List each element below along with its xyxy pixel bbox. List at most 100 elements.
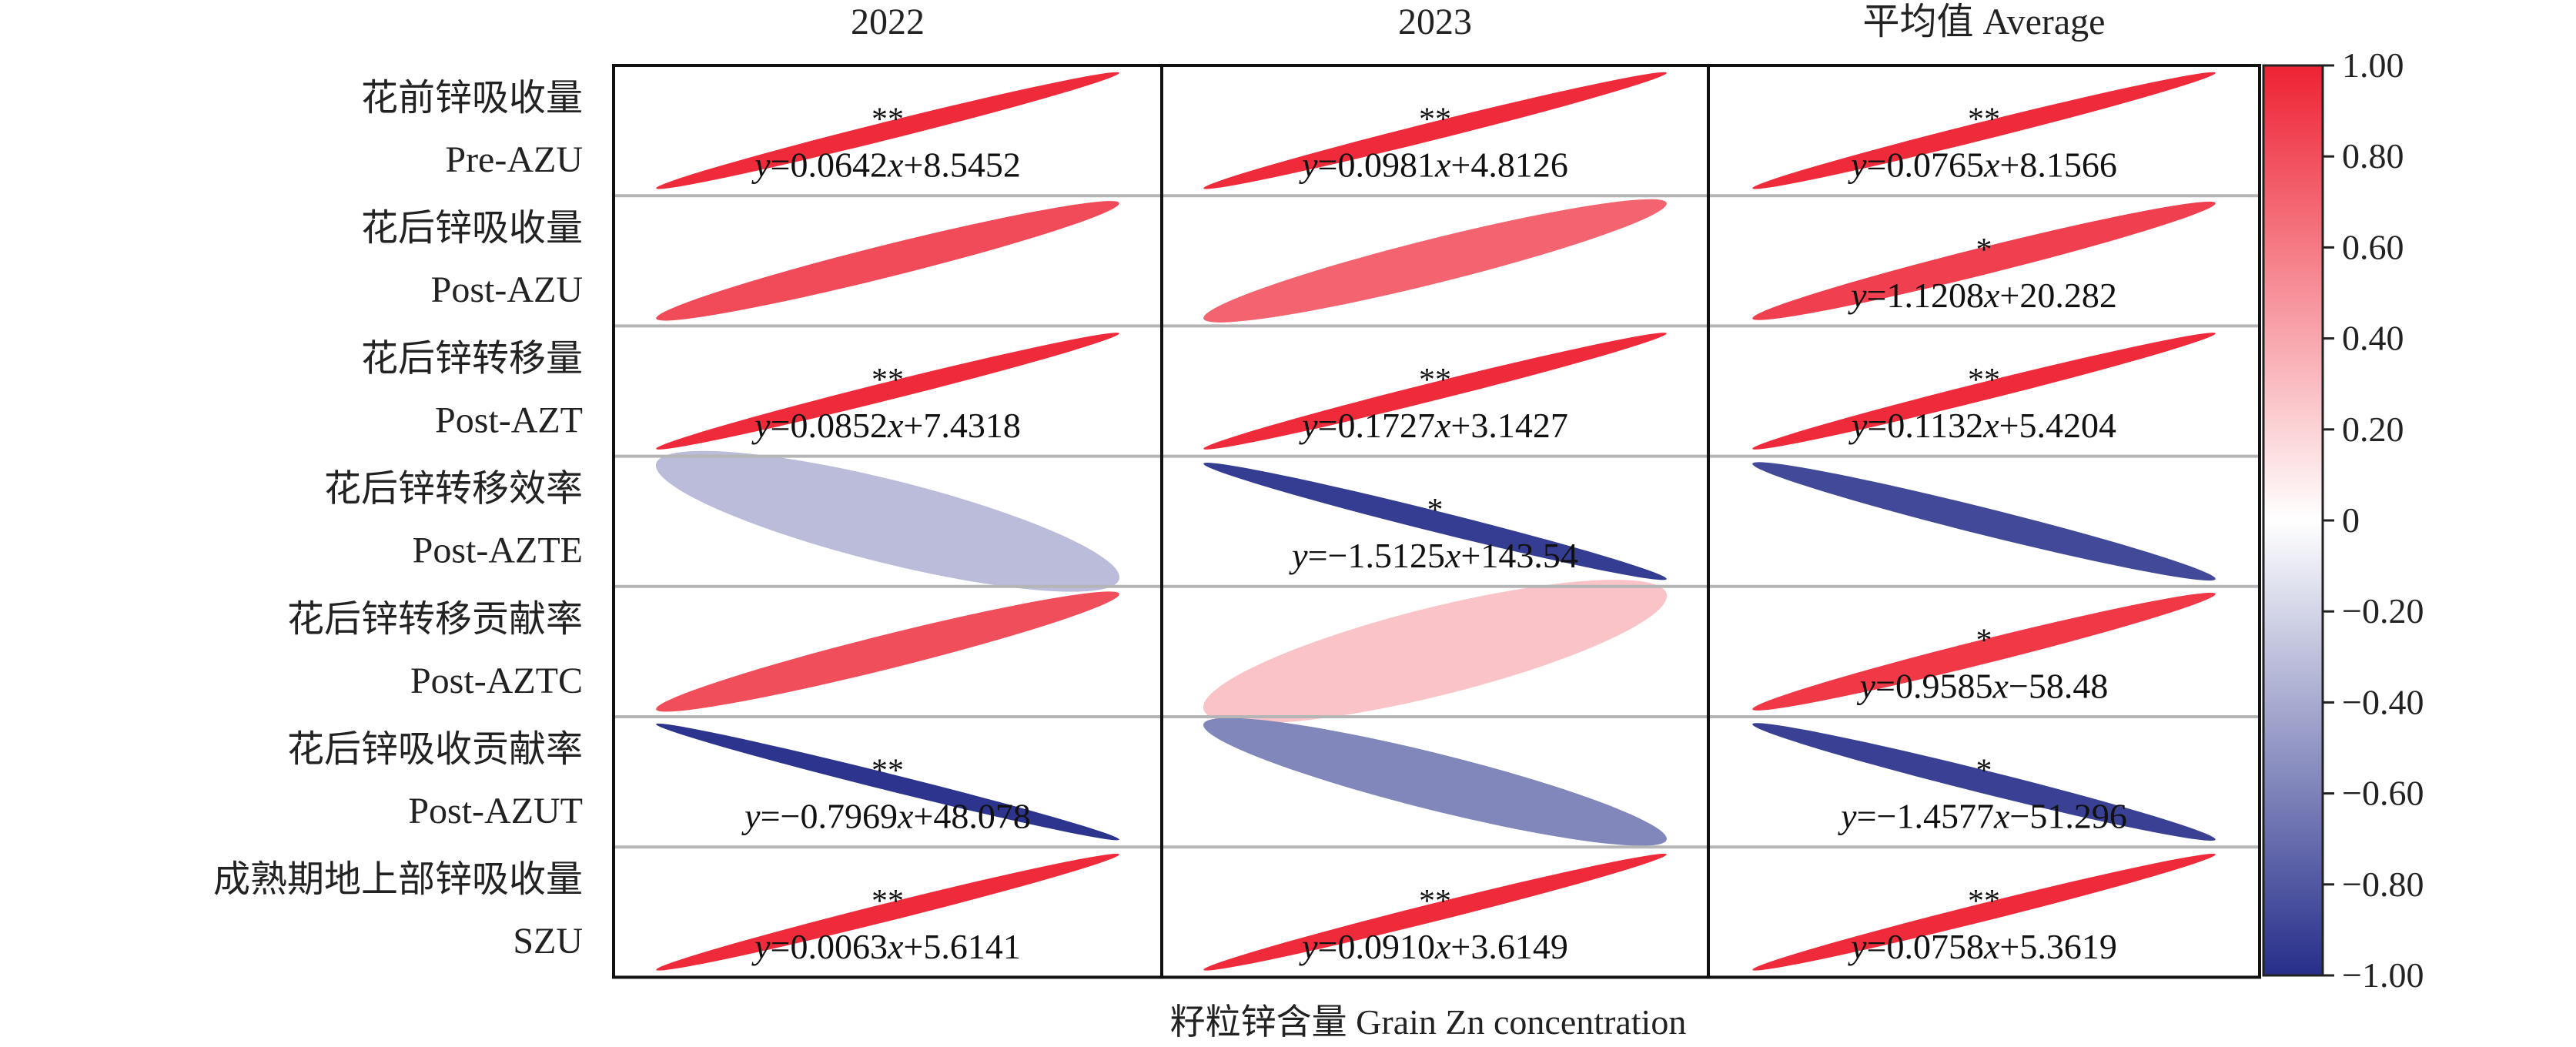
correlation-ellipse bbox=[1203, 718, 1667, 846]
correlation-ellipse bbox=[656, 723, 1119, 841]
correlation-ellipse bbox=[1203, 199, 1667, 323]
correlation-ellipse bbox=[1752, 723, 2216, 841]
regression-equation: y=0.0852x+7.4318 bbox=[751, 406, 1021, 445]
cell: ** y=0.0758x+5.3619 bbox=[1752, 853, 2216, 971]
cell bbox=[655, 450, 1120, 592]
row-label-zh: 花后锌转移效率 bbox=[324, 467, 583, 510]
row-labels: 花前锌吸收量 Pre-AZU 花后锌吸收量 Post-AZU 花后锌转移量 Post-AZ… bbox=[213, 76, 583, 962]
colorbar-tick-label: 0.40 bbox=[2342, 319, 2404, 358]
correlation-ellipse bbox=[1752, 333, 2216, 450]
row-label-en: Post-AZTE bbox=[413, 530, 583, 571]
correlation-ellipse bbox=[656, 853, 1119, 971]
significance-mark: ** bbox=[871, 363, 904, 398]
row-label-en: SZU bbox=[513, 921, 583, 962]
correlation-ellipse bbox=[1752, 201, 2216, 320]
regression-equation: y=−1.5125x+143.54 bbox=[1289, 536, 1578, 575]
regression-equation: y=0.1727x+3.1427 bbox=[1299, 406, 1568, 445]
correlation-cells: **y=0.0642x+8.5452**y=0.0981x+4.8126**y=… bbox=[655, 72, 2216, 971]
regression-equation: y=0.1132x+5.4204 bbox=[1848, 406, 2116, 445]
row-label-zh: 花前锌吸收量 bbox=[361, 76, 583, 119]
colorbar-tick-label: −0.20 bbox=[2342, 591, 2424, 631]
colorbar-tick-label: 0.60 bbox=[2342, 227, 2404, 266]
cell: ** y=0.0642x+8.5452 bbox=[656, 72, 1119, 189]
significance-mark: * bbox=[1976, 623, 1992, 658]
cell bbox=[1752, 462, 2216, 581]
significance-mark: * bbox=[1976, 232, 1992, 268]
row-label-zh: 成熟期地上部锌吸收量 bbox=[213, 858, 583, 901]
cell: ** y=0.0981x+4.8126 bbox=[1203, 72, 1667, 189]
cell bbox=[1203, 580, 1668, 724]
significance-mark: ** bbox=[1968, 884, 2000, 919]
cell: ** y=0.0765x+8.1566 bbox=[1752, 72, 2216, 189]
x-axis-label: 籽粒锌含量 Grain Zn concentration bbox=[1170, 1002, 1687, 1042]
correlation-ellipse bbox=[656, 591, 1119, 712]
cell: * y=0.9585x−58.48 bbox=[1752, 592, 2216, 711]
correlation-ellipse bbox=[1752, 462, 2216, 581]
significance-mark: * bbox=[1427, 493, 1444, 528]
colorbar-tick-label: 0 bbox=[2342, 500, 2360, 540]
cell: ** y=0.1132x+5.4204 bbox=[1752, 333, 2216, 450]
row-label-zh: 花后锌吸收量 bbox=[361, 206, 583, 249]
cell bbox=[1203, 718, 1667, 846]
correlation-ellipse bbox=[656, 201, 1119, 321]
cell bbox=[656, 201, 1119, 321]
colorbar-tick-label: −0.60 bbox=[2342, 774, 2424, 813]
significance-mark: ** bbox=[1968, 363, 2000, 398]
correlation-ellipse bbox=[1203, 72, 1667, 189]
significance-mark: * bbox=[1976, 754, 1992, 789]
correlation-ellipse bbox=[656, 333, 1119, 450]
colorbar-tick-label: 0.20 bbox=[2342, 410, 2404, 449]
significance-mark: ** bbox=[1419, 102, 1451, 138]
column-label: 2023 bbox=[1398, 2, 1472, 42]
row-label-en: Post-AZT bbox=[435, 400, 583, 440]
row-label-en: Post-AZU bbox=[431, 269, 583, 310]
correlation-ellipse bbox=[655, 450, 1120, 592]
column-labels: 2022 2023 平均值 Average bbox=[851, 2, 2106, 42]
regression-equation: y=0.0758x+5.3619 bbox=[1848, 927, 2117, 966]
regression-equation: y=−0.7969x+48.078 bbox=[741, 797, 1031, 836]
regression-equation: y=0.0765x+8.1566 bbox=[1848, 146, 2117, 185]
row-label-en: Post-AZUT bbox=[408, 791, 583, 831]
colorbar-tick-label: 1.00 bbox=[2342, 45, 2404, 85]
regression-equation: y=0.0981x+4.8126 bbox=[1299, 146, 1568, 185]
correlation-ellipse bbox=[1203, 853, 1667, 971]
panel-frames bbox=[612, 64, 2261, 979]
significance-mark: ** bbox=[871, 884, 904, 919]
cell bbox=[656, 591, 1119, 712]
column-label: 2022 bbox=[851, 2, 925, 42]
significance-mark: ** bbox=[1968, 102, 2000, 138]
row-label-zh: 花后锌吸收贡献率 bbox=[287, 728, 583, 771]
row-label-zh: 花后锌转移贡献率 bbox=[287, 597, 583, 641]
column-label: 平均值 Average bbox=[1862, 2, 2105, 42]
cell bbox=[1203, 199, 1667, 323]
significance-mark: ** bbox=[871, 754, 904, 789]
cell: ** y=0.0063x+5.6141 bbox=[656, 853, 1119, 971]
colorbar-tick-label: −0.40 bbox=[2342, 682, 2424, 721]
cell: * y=−1.4577x−51.296 bbox=[1752, 723, 2216, 841]
colorbar: 1.00 0.80 0.60 0.40 0.20 0 −0.20 −0.40 −0.60 −0.8… bbox=[2262, 45, 2424, 995]
colorbar-tick-label: −1.00 bbox=[2342, 955, 2424, 995]
colorbar-tick-label: −0.80 bbox=[2342, 865, 2424, 904]
significance-mark: ** bbox=[1419, 363, 1451, 398]
panel-frame bbox=[1707, 64, 2261, 979]
cell: ** y=−0.7969x+48.078 bbox=[656, 723, 1119, 841]
row-label-en: Post-AZTC bbox=[410, 661, 583, 701]
row-label-zh: 花后锌转移量 bbox=[361, 336, 583, 380]
regression-equation: y=0.9585x−58.48 bbox=[1857, 666, 2109, 705]
correlation-ellipse bbox=[1203, 580, 1668, 724]
regression-equation: y=1.1208x+20.282 bbox=[1848, 276, 2117, 315]
regression-equation: y=0.0910x+3.6149 bbox=[1299, 927, 1568, 966]
cell: ** y=0.1727x+3.1427 bbox=[1203, 333, 1667, 450]
significance-mark: ** bbox=[871, 102, 904, 138]
significance-mark: ** bbox=[1419, 884, 1451, 919]
correlation-ellipse bbox=[1752, 592, 2216, 711]
correlation-ellipse bbox=[1203, 463, 1667, 580]
row-label-en: Pre-AZU bbox=[445, 139, 583, 180]
colorbar-gradient bbox=[2262, 64, 2324, 977]
regression-equation: y=−1.4577x−51.296 bbox=[1838, 797, 2127, 836]
regression-equation: y=0.0642x+8.5452 bbox=[751, 146, 1021, 185]
correlation-ellipse bbox=[1752, 853, 2216, 971]
regression-equation: y=0.0063x+5.6141 bbox=[751, 927, 1021, 966]
correlation-ellipse bbox=[1752, 72, 2216, 189]
